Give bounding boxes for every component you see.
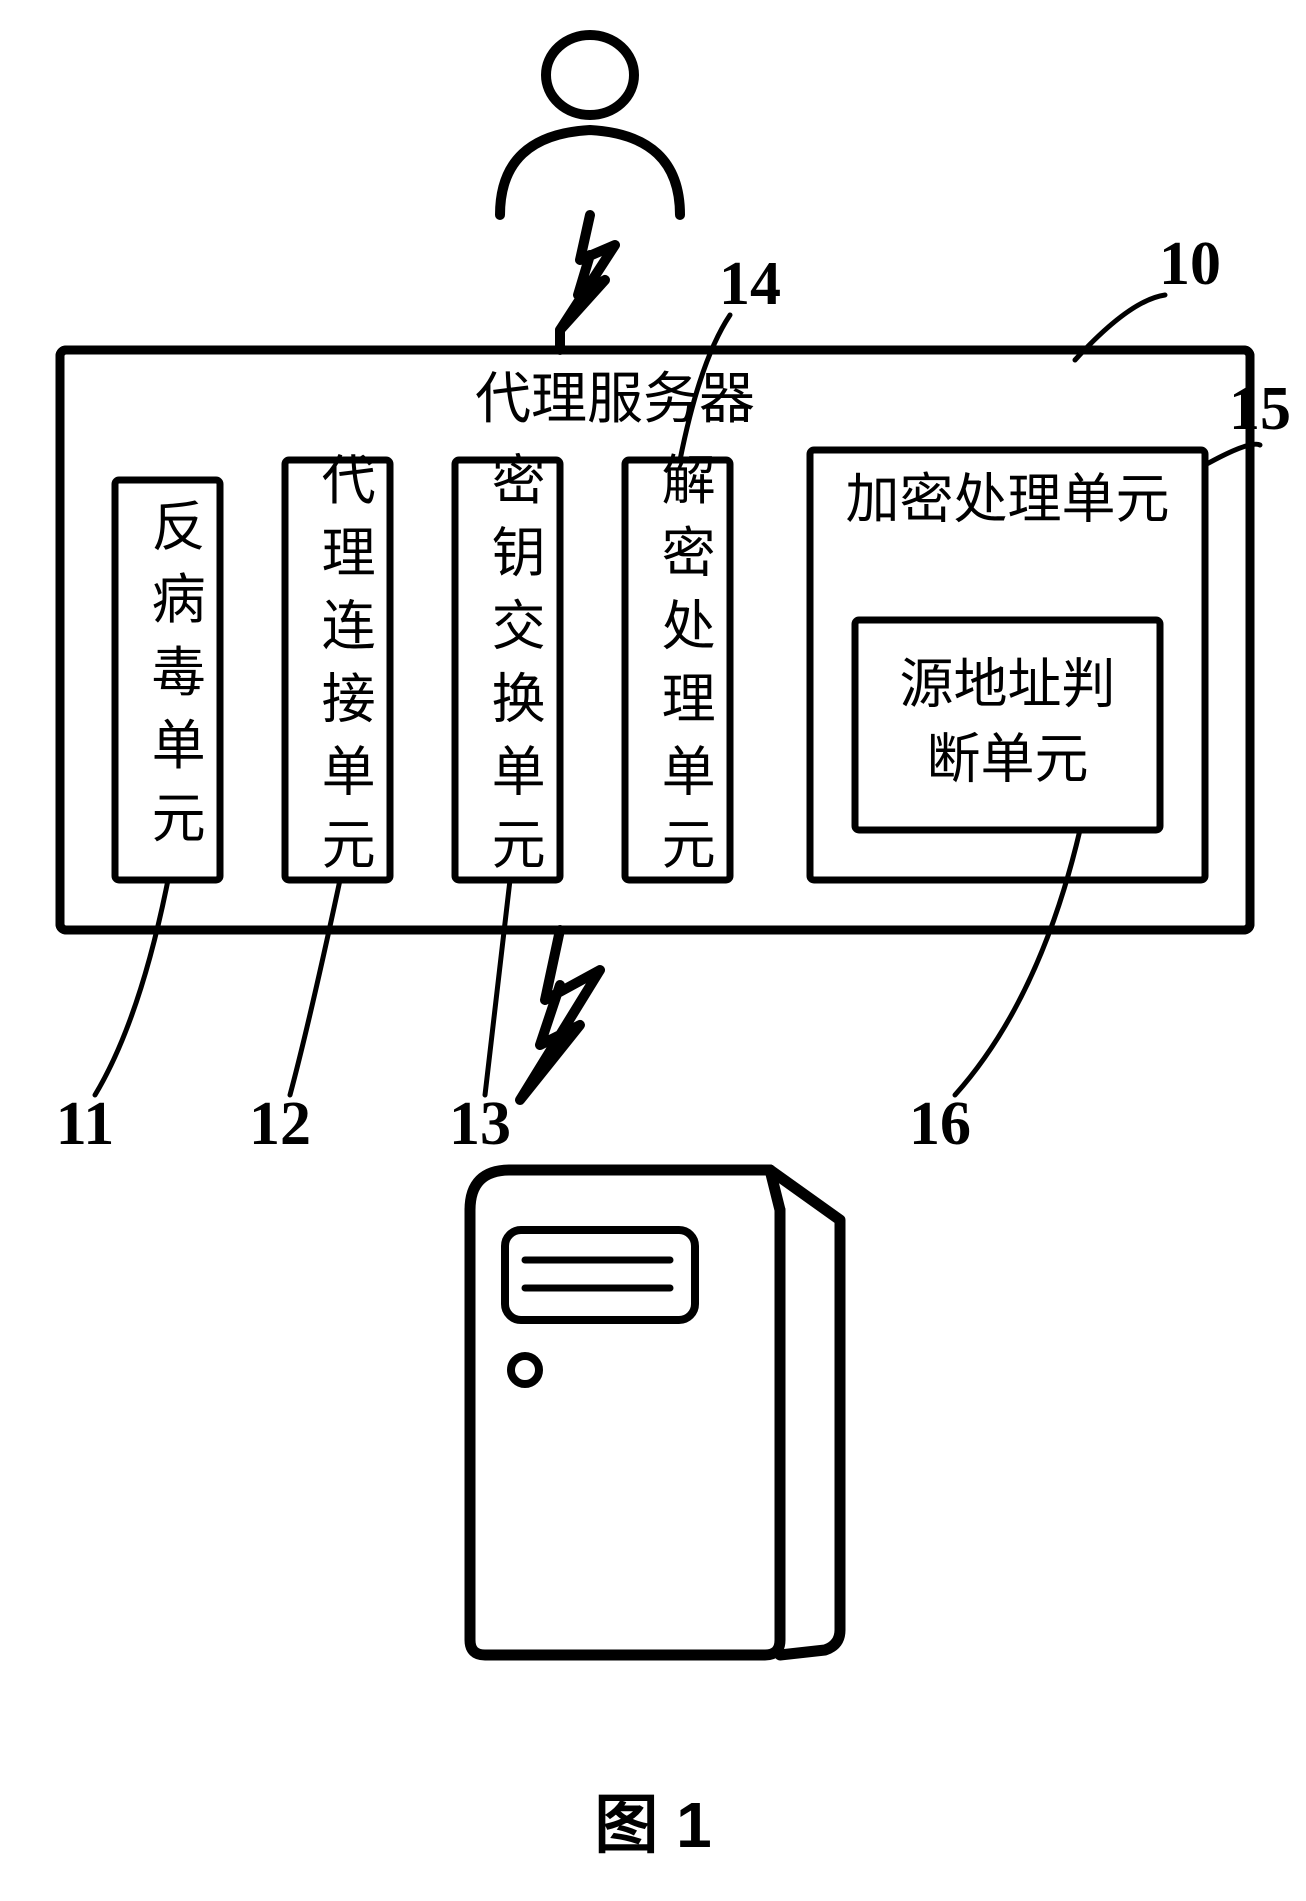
- unit-11-label: 反病毒单元: [143, 498, 204, 863]
- ref-14: 14: [719, 250, 781, 318]
- ref-12: 12: [249, 1090, 311, 1158]
- ref-15: 15: [1229, 375, 1291, 443]
- ref-13: 13: [449, 1090, 511, 1158]
- unit-14-label: 解密处理单元: [653, 451, 714, 888]
- proxy-title: 代理服务器: [475, 369, 755, 431]
- unit-16-label-l2: 断单元: [927, 729, 1089, 789]
- unit-15-label: 加密处理单元: [846, 469, 1170, 529]
- ref-16: 16: [909, 1090, 971, 1158]
- ref-10: 10: [1159, 230, 1221, 298]
- unit-12-label: 代理连接单元: [313, 451, 374, 888]
- unit-16-label-l1: 源地址判: [900, 654, 1116, 714]
- unit-13-label: 密钥交换单元: [483, 451, 544, 888]
- ref-11: 11: [56, 1090, 115, 1158]
- figure-caption: 图 1: [594, 1789, 711, 1861]
